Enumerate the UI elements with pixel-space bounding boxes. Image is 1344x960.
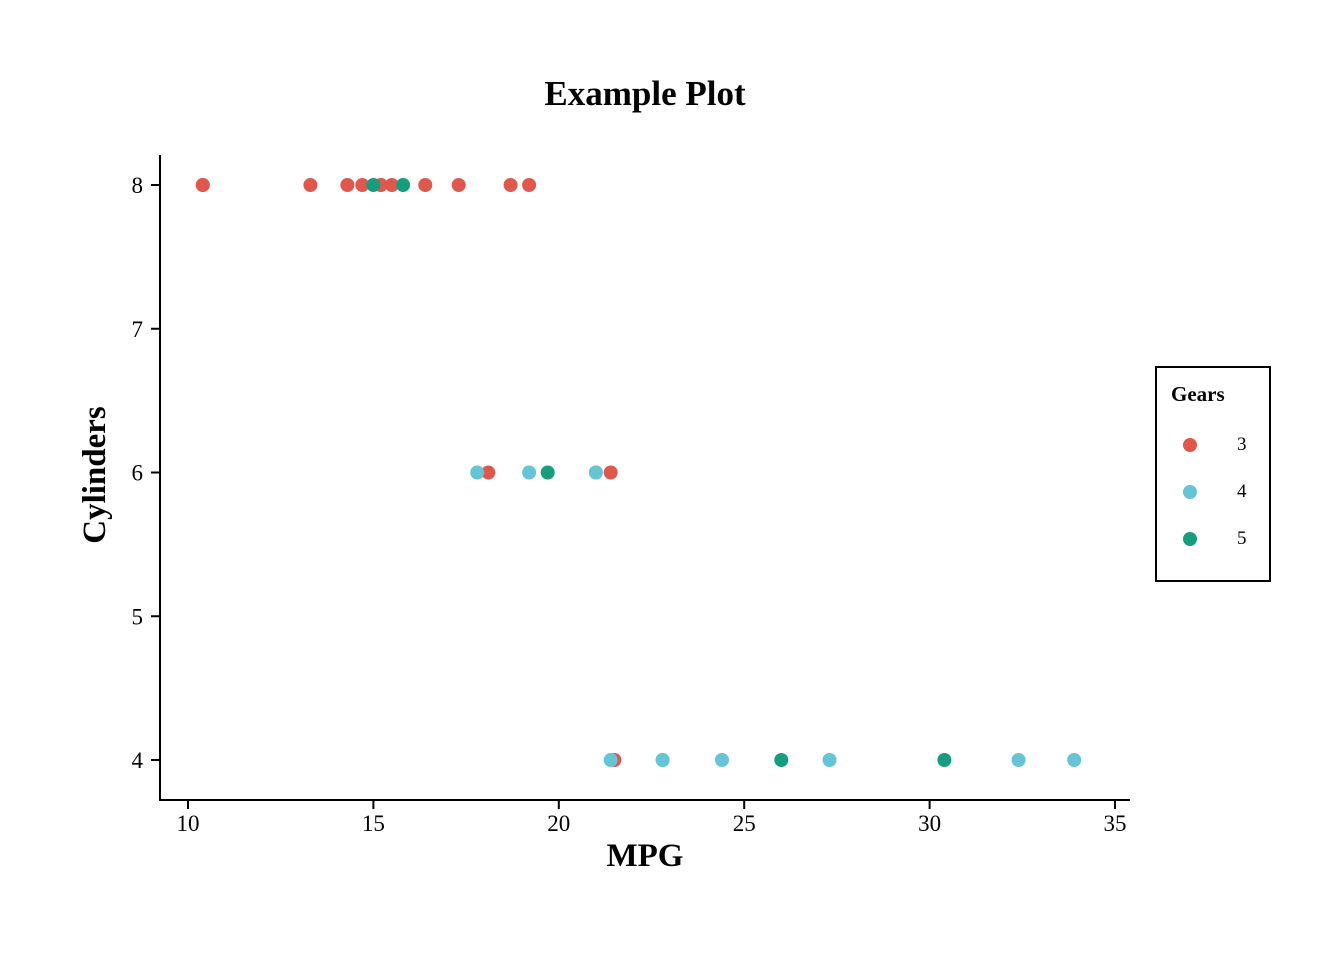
legend-item: 5 bbox=[1171, 515, 1269, 562]
data-point-gear-5 bbox=[774, 753, 789, 767]
y-tick-label: 7 bbox=[132, 317, 144, 342]
y-axis-label: Cylinders bbox=[77, 406, 113, 544]
x-tick-label: 35 bbox=[1104, 811, 1127, 836]
legend-dot-icon bbox=[1183, 437, 1197, 452]
data-point-gear-5 bbox=[396, 178, 411, 192]
legend-dot-icon bbox=[1183, 531, 1197, 546]
x-axis-label: MPG bbox=[606, 838, 684, 874]
data-point-gear-4 bbox=[470, 465, 485, 480]
data-point-gear-3 bbox=[355, 178, 370, 192]
data-point-gear-5 bbox=[937, 753, 952, 767]
x-tick-label: 25 bbox=[733, 811, 756, 836]
x-tick-label: 15 bbox=[362, 811, 385, 836]
y-tick-label: 4 bbox=[132, 748, 144, 773]
data-point-gear-4 bbox=[603, 753, 618, 767]
data-point-gear-3 bbox=[340, 178, 355, 192]
data-point-gear-4 bbox=[1011, 753, 1026, 767]
data-point-gear-3 bbox=[195, 178, 210, 192]
data-point-gear-4 bbox=[588, 465, 603, 480]
data-point-gear-5 bbox=[540, 465, 555, 480]
y-tick-label: 6 bbox=[132, 461, 144, 486]
data-point-gear-5 bbox=[366, 178, 381, 192]
legend-label: 4 bbox=[1237, 480, 1247, 502]
x-tick-label: 10 bbox=[177, 811, 200, 836]
legend-label: 3 bbox=[1237, 433, 1247, 455]
data-point-gear-3 bbox=[303, 178, 318, 192]
legend-label: 5 bbox=[1237, 527, 1247, 549]
data-point-gear-3 bbox=[384, 178, 399, 192]
legend-title: Gears bbox=[1171, 382, 1225, 406]
y-tick-label: 8 bbox=[132, 173, 144, 198]
data-point-gear-3 bbox=[522, 178, 537, 192]
legend-item: 3 bbox=[1171, 421, 1269, 468]
data-point-gear-4 bbox=[715, 753, 729, 767]
legend-item: 4 bbox=[1171, 468, 1269, 515]
x-tick-label: 30 bbox=[918, 811, 941, 836]
legend-items: 3 4 5 bbox=[1171, 421, 1269, 562]
legend: Gears 3 4 5 bbox=[1155, 366, 1271, 582]
data-point-gear-4 bbox=[655, 753, 670, 767]
x-tick-label: 20 bbox=[547, 811, 570, 836]
data-point-gear-3 bbox=[603, 465, 618, 480]
data-point-gear-4 bbox=[522, 465, 537, 480]
legend-dot-icon bbox=[1183, 484, 1197, 499]
data-point-gear-3 bbox=[451, 178, 466, 192]
data-point-gear-3 bbox=[503, 178, 518, 192]
data-point-gear-3 bbox=[481, 465, 496, 480]
data-point-gear-4 bbox=[1067, 753, 1082, 767]
y-tick-label: 5 bbox=[132, 604, 144, 629]
chart-title: Example Plot bbox=[544, 74, 746, 113]
data-point-gear-4 bbox=[822, 753, 837, 767]
data-point-gear-3 bbox=[418, 178, 433, 192]
